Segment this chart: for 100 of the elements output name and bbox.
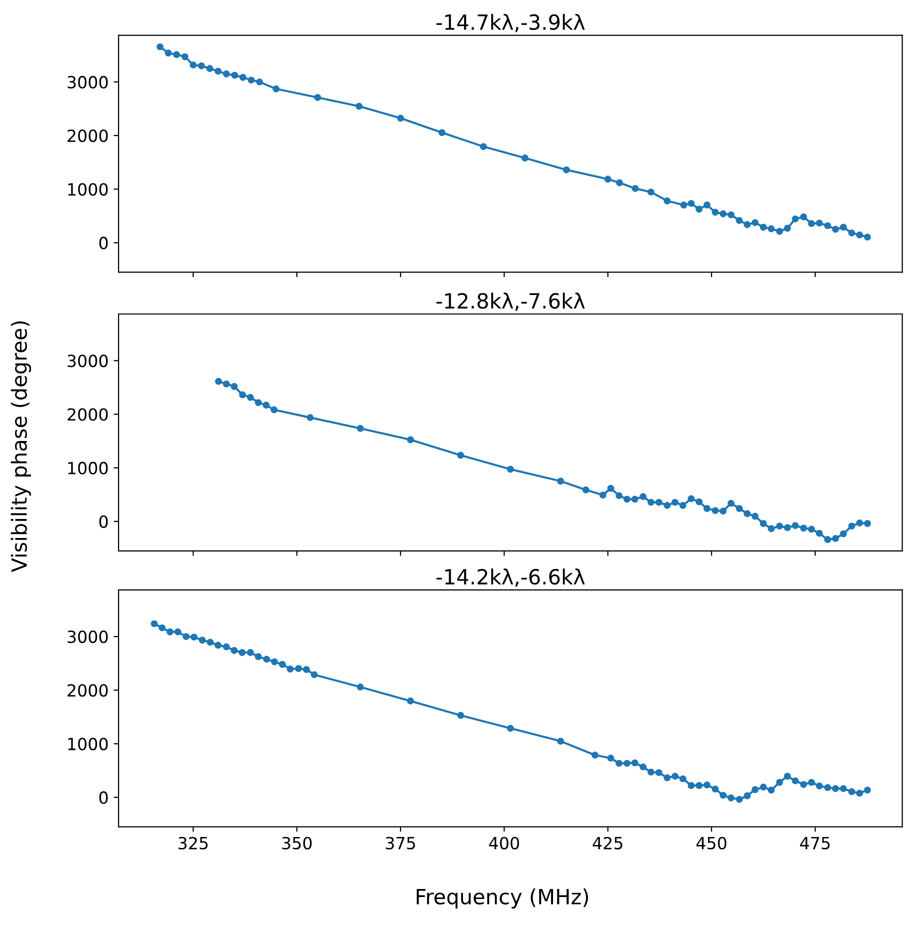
point: [784, 524, 791, 532]
point: [397, 114, 404, 122]
point: [808, 778, 815, 786]
point: [248, 76, 255, 84]
y-tick-label: 1000: [68, 462, 108, 474]
point: [640, 763, 647, 770]
point: [640, 493, 647, 500]
point: [680, 202, 688, 208]
point: [295, 665, 302, 672]
point: [655, 498, 662, 506]
x-tick-label: 450: [696, 836, 726, 850]
x-tick-label: 400: [489, 836, 519, 850]
point: [190, 634, 198, 641]
point: [174, 628, 182, 636]
point: [679, 502, 686, 509]
point: [190, 61, 197, 68]
point: [214, 642, 222, 649]
point: [246, 394, 254, 401]
point: [270, 406, 278, 414]
point: [784, 772, 791, 780]
point: [230, 647, 238, 654]
point: [760, 224, 767, 231]
point: [848, 788, 856, 796]
point: [407, 436, 414, 444]
point: [310, 671, 318, 678]
point: [864, 234, 871, 241]
point: [156, 43, 164, 50]
point: [648, 768, 654, 776]
point: [704, 202, 710, 208]
point: [768, 225, 775, 232]
point: [158, 624, 166, 632]
point: [664, 502, 671, 509]
point: [356, 102, 363, 110]
point: [776, 522, 784, 530]
point: [271, 658, 278, 666]
point: [231, 72, 238, 79]
point: [198, 62, 205, 70]
point: [728, 794, 734, 802]
point: [752, 219, 759, 226]
point: [800, 213, 808, 220]
point: [840, 785, 847, 792]
point: [173, 51, 180, 58]
point: [557, 738, 564, 745]
point: [696, 498, 703, 506]
point: [407, 697, 414, 704]
point: [222, 643, 230, 650]
point: [672, 498, 679, 506]
x-tick-label: 425: [592, 836, 622, 850]
y-tick-label: 2000: [68, 684, 108, 697]
point: [246, 649, 254, 656]
point: [744, 510, 751, 518]
point: [832, 785, 839, 792]
point: [238, 649, 246, 656]
x-tick-label: 375: [386, 836, 415, 850]
point: [254, 399, 262, 406]
point: [623, 496, 630, 503]
point: [607, 754, 614, 762]
point: [816, 782, 823, 790]
point: [800, 524, 808, 532]
point: [848, 229, 856, 236]
point: [816, 530, 823, 537]
point: [506, 466, 514, 473]
point: [744, 792, 751, 800]
y-tick-label: 0: [99, 791, 108, 804]
y-tick-label: 1000: [68, 183, 108, 196]
point: [856, 231, 864, 238]
point: [840, 224, 847, 231]
point: [222, 380, 230, 388]
point: [688, 782, 695, 789]
point: [679, 775, 686, 782]
point: [688, 200, 695, 207]
point: [356, 684, 364, 691]
point: [832, 534, 839, 542]
point: [760, 520, 767, 527]
point: [263, 656, 270, 663]
point: [150, 620, 158, 628]
point: [182, 633, 190, 640]
point: [808, 220, 815, 228]
point: [728, 211, 734, 218]
point: [438, 129, 446, 136]
point: [356, 424, 364, 432]
point: [306, 414, 314, 422]
point: [262, 402, 270, 409]
point: [776, 228, 784, 235]
point: [848, 522, 856, 530]
point: [808, 526, 815, 533]
point: [631, 496, 638, 503]
point: [623, 760, 630, 767]
point: [582, 486, 590, 494]
point: [592, 752, 598, 759]
point: [599, 492, 606, 499]
point: [736, 505, 743, 512]
point: [239, 391, 246, 398]
point: [664, 197, 671, 204]
y-tick-label: 3000: [68, 76, 108, 88]
point: [632, 185, 639, 192]
point: [557, 478, 564, 485]
point: [768, 786, 775, 794]
point: [222, 70, 230, 78]
point: [824, 222, 832, 230]
